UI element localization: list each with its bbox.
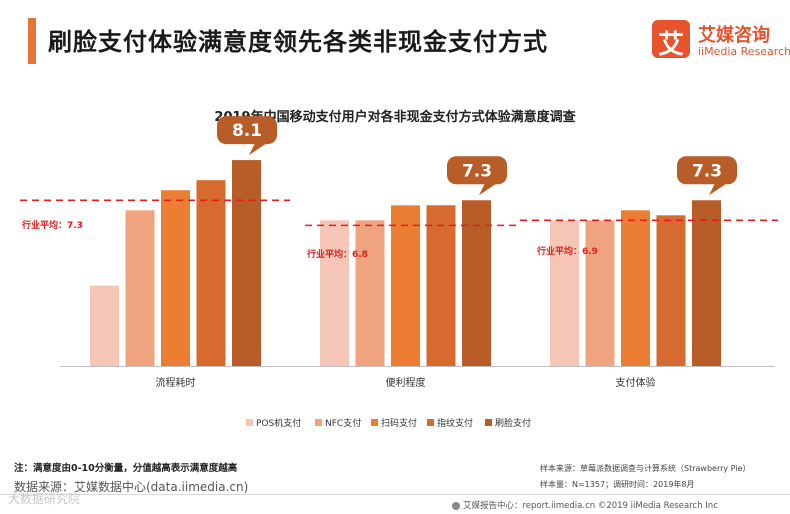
callout-tail-2 bbox=[479, 183, 497, 196]
callout-tail-3 bbox=[709, 183, 727, 196]
bar-3-category-3 bbox=[621, 210, 650, 366]
footnote-scale: 注：满意度由0-10分衡量，分值越高表示满意度越高 bbox=[14, 463, 238, 474]
page-title: 刷脸支付体验满意度领先各类非现金支付方式 bbox=[48, 28, 548, 56]
callout-tail-1 bbox=[249, 143, 267, 156]
chart-title: 2019年中国移动支付用户对各非现金支付方式体验满意度调查 bbox=[214, 110, 576, 125]
legend-swatch-4 bbox=[427, 419, 434, 426]
bar-2-category-2 bbox=[355, 220, 385, 366]
legend-label-5: 刷脸支付 bbox=[495, 417, 531, 429]
data-source: 数据来源：艾媒数据中心(data.iimedia.cn) bbox=[14, 480, 249, 494]
callout-bubble-1 bbox=[217, 116, 277, 145]
bar-3-category-1 bbox=[161, 190, 190, 366]
brand-logo-en: iiMedia Research bbox=[698, 45, 790, 58]
callout-bubble-2 bbox=[447, 156, 507, 185]
legend-swatch-2 bbox=[315, 419, 322, 426]
title-accent-bar bbox=[28, 18, 36, 64]
x-tick-label-1: 流程耗时 bbox=[156, 376, 196, 389]
bar-4-category-1 bbox=[196, 180, 226, 366]
bar-1-category-2 bbox=[320, 220, 349, 366]
watermark: 大数据研究院 bbox=[8, 492, 81, 506]
legend-label-4: 指纹支付 bbox=[437, 417, 473, 429]
bar-4-category-2 bbox=[426, 205, 456, 366]
bar-1-category-1 bbox=[90, 285, 119, 366]
callout-value-2: 7.3 bbox=[462, 161, 492, 181]
bar-5-category-1 bbox=[232, 160, 261, 366]
callout-value-1: 8.1 bbox=[232, 121, 262, 141]
footer-text: 艾媒报告中心：report.iimedia.cn ©2019 iiMedia R… bbox=[452, 499, 718, 511]
legend-swatch-5 bbox=[485, 419, 492, 426]
brand-logo-cn: 艾媒咨询 bbox=[698, 25, 770, 46]
footer-divider bbox=[0, 494, 790, 495]
average-label-3: 行业平均：6.9 bbox=[536, 245, 598, 257]
bar-1-category-3 bbox=[550, 220, 579, 366]
brand-logo: 艾媒咨询 iiMedia Research bbox=[652, 20, 790, 64]
bar-5-category-3 bbox=[692, 200, 721, 366]
bar-2-category-1 bbox=[125, 210, 155, 366]
average-label-2: 行业平均：6.8 bbox=[306, 248, 368, 260]
sample-size: 样本量：N=1357；调研时间：2019年8月 bbox=[540, 480, 695, 489]
x-tick-label-3: 支付体验 bbox=[616, 376, 656, 389]
x-tick-label-2: 便利程度 bbox=[386, 376, 426, 389]
bar-4-category-3 bbox=[656, 215, 686, 366]
footer-label: 艾媒报告中心：report.iimedia.cn ©2019 iiMedia R… bbox=[463, 501, 718, 511]
globe-icon bbox=[452, 501, 460, 510]
legend-swatch-1 bbox=[246, 419, 253, 426]
callout-value-3: 7.3 bbox=[692, 161, 722, 181]
legend-label-3: 扫码支付 bbox=[381, 417, 417, 429]
bar-3-category-2 bbox=[391, 205, 420, 366]
bar-2-category-3 bbox=[585, 220, 615, 366]
sample-source: 样本来源：草莓派数据调查与计算系统（Strawberry Pie） bbox=[540, 464, 751, 473]
brand-logo-icon bbox=[652, 20, 690, 61]
callout-bubble-3 bbox=[677, 156, 737, 185]
legend-label-1: POS机支付 bbox=[256, 417, 301, 429]
average-label-1: 行业平均：7.3 bbox=[21, 219, 83, 231]
bar-5-category-2 bbox=[462, 200, 491, 366]
legend-swatch-3 bbox=[371, 419, 378, 426]
legend-label-2: NFC支付 bbox=[325, 417, 361, 429]
